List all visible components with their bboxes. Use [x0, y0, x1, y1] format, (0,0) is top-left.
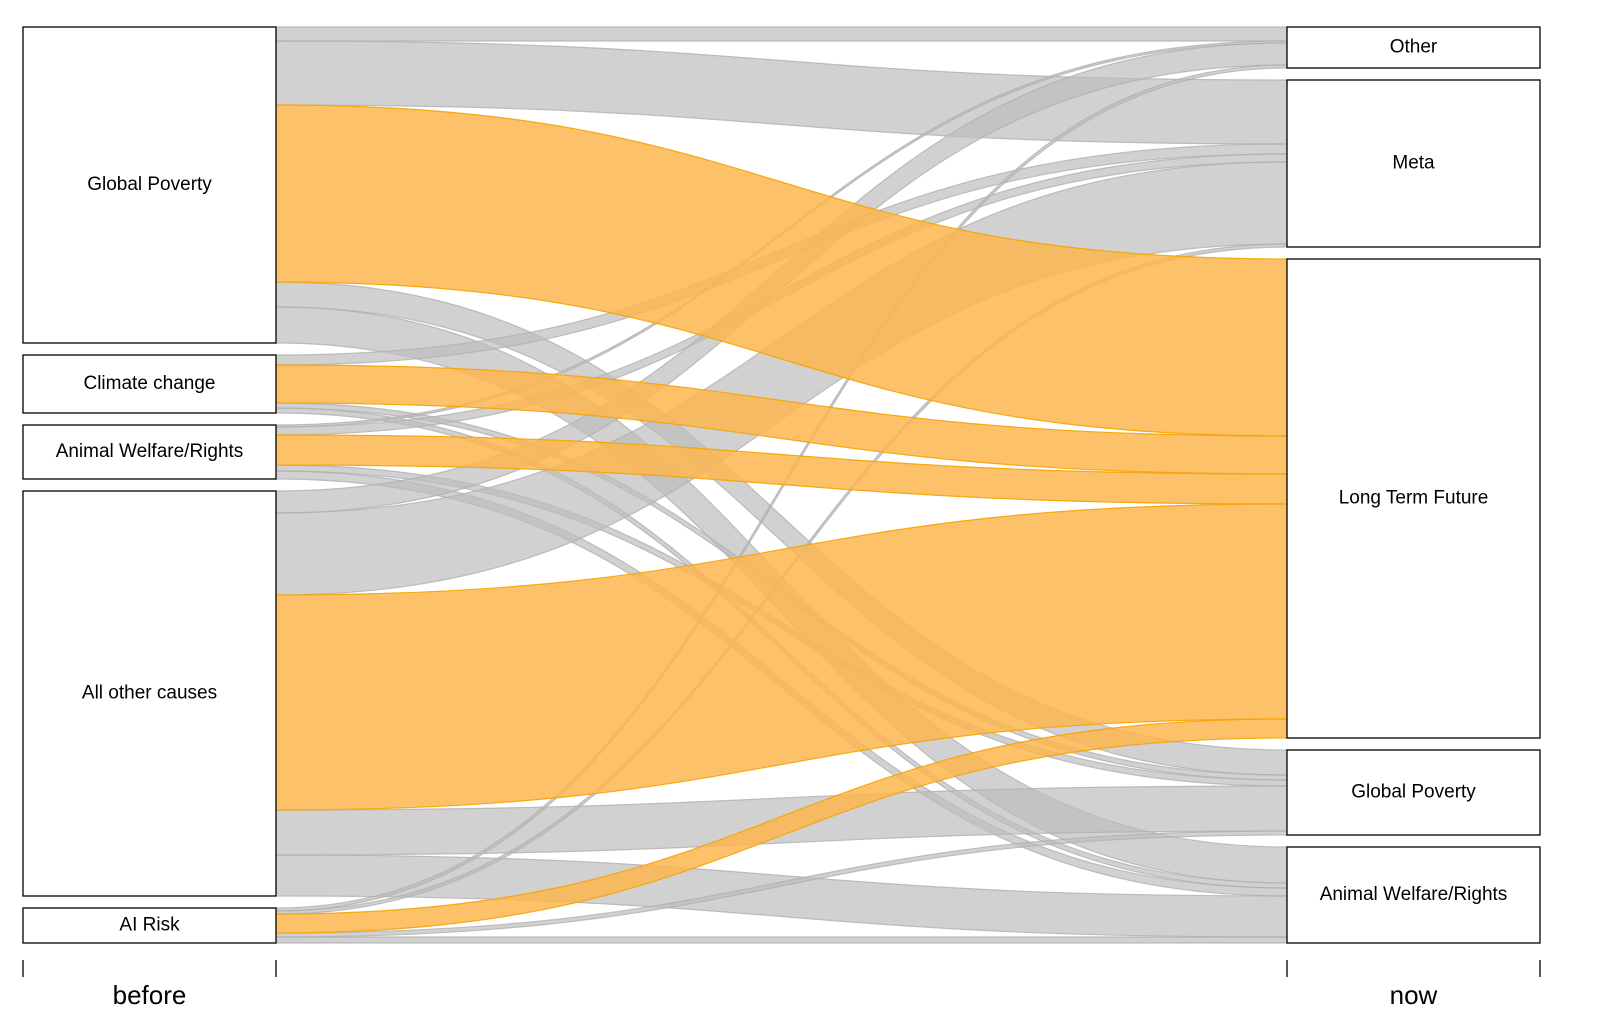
source-node [22, 26, 277, 344]
source-label: All other causes [82, 683, 217, 704]
source-label: AI Risk [119, 915, 180, 936]
source-node [22, 424, 277, 480]
nodes: Global Poverty Climate change Animal Welfa… [22, 26, 1541, 944]
axis-label: before [113, 980, 187, 1010]
source-label: Animal Welfare/Rights [56, 441, 244, 462]
target-node [1286, 749, 1541, 836]
target-label: Other [1390, 37, 1438, 58]
source-label: Global Poverty [87, 174, 212, 195]
source-node [22, 354, 277, 414]
flows [275, 26, 1288, 944]
target-label: Animal Welfare/Rights [1320, 884, 1508, 905]
source-label: Climate change [83, 373, 215, 394]
target-node [1286, 846, 1541, 944]
axis-label: now [1390, 980, 1438, 1010]
source-node [22, 490, 277, 897]
flow [275, 26, 1288, 42]
target-label: Meta [1392, 153, 1435, 174]
source-node [22, 907, 277, 944]
target-label: Long Term Future [1339, 488, 1489, 509]
target-node [1286, 258, 1541, 739]
target-label: Global Poverty [1351, 782, 1476, 803]
target-node [1286, 79, 1541, 248]
flow [275, 936, 1288, 944]
target-node [1286, 26, 1541, 69]
